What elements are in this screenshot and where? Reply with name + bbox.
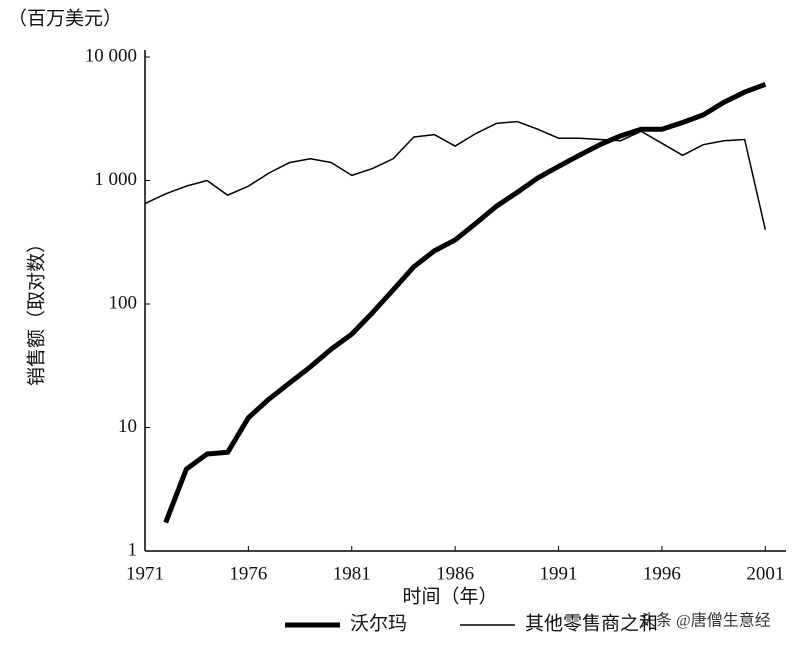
x-axis-label: 时间（年） <box>402 585 497 607</box>
series-line <box>163 82 767 524</box>
x-tick-label: 1981 <box>333 563 371 584</box>
y-tick-label: 10 <box>118 416 137 437</box>
y-tick-label: 1 <box>128 539 138 560</box>
y-tick-label: 1 000 <box>94 169 137 190</box>
x-tick-label: 1976 <box>229 563 267 584</box>
y-tick-label: 100 <box>109 292 138 313</box>
y-unit-title: （百万美元） <box>8 7 122 29</box>
legend-label: 沃尔玛 <box>350 612 407 634</box>
x-tick-label: 1996 <box>643 563 681 584</box>
x-tick-label: 2001 <box>746 563 784 584</box>
x-tick-label: 1991 <box>540 563 578 584</box>
legend-label: 其他零售商之和 <box>525 612 658 634</box>
y-tick-label: 10 000 <box>85 45 137 66</box>
y-axis-label: 销售额（取对数） <box>25 234 47 386</box>
x-tick-label: 1971 <box>126 563 164 584</box>
x-tick-label: 1986 <box>436 563 474 584</box>
series-line <box>144 120 767 230</box>
watermark: 头条 @唐僧生意经 <box>640 611 771 630</box>
